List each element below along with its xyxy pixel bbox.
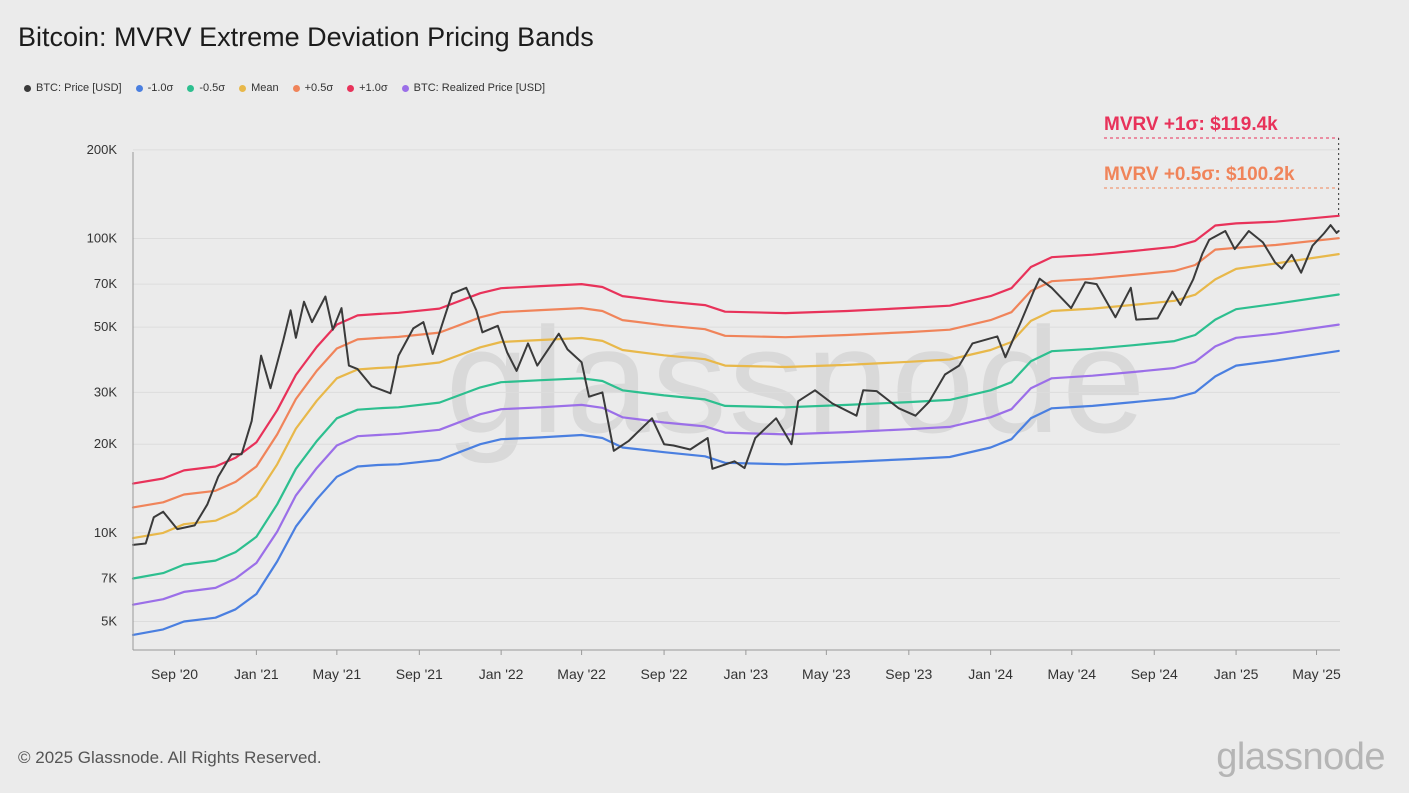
footer-copyright: © 2025 Glassnode. All Rights Reserved.: [18, 748, 322, 767]
x-tick-label: Sep '22: [641, 666, 688, 682]
series-line-5: [131, 214, 1340, 485]
legend-swatch: [292, 84, 300, 92]
x-tick-label: May '24: [1047, 666, 1096, 682]
series-line-4: [131, 237, 1340, 509]
x-tick-label: Jan '25: [1214, 666, 1259, 682]
x-tick-label: Sep '20: [151, 666, 198, 682]
legend-item[interactable]: +1.0σ: [347, 82, 388, 94]
x-tick-label: Jan '22: [479, 666, 524, 682]
legend-swatch: [135, 84, 143, 92]
x-tick-label: Jan '21: [234, 666, 279, 682]
series-line-3: [131, 253, 1340, 540]
x-tick-label: May '25: [1292, 666, 1341, 682]
y-tick-label: 7K: [101, 570, 117, 585]
legend-swatch: [347, 84, 355, 92]
legend-label: +0.5σ: [304, 82, 334, 94]
y-tick-label: 200K: [87, 142, 118, 157]
y-tick-label: 10K: [94, 525, 117, 540]
annotation-label: MVRV +1σ: $119.4k: [1104, 114, 1278, 135]
legend-label: Mean: [251, 82, 279, 94]
footer-logo: glassnode: [1216, 736, 1385, 778]
y-tick-label: 50K: [94, 319, 117, 334]
annotation-label: MVRV +0.5σ: $100.2k: [1104, 164, 1295, 185]
legend-item[interactable]: Mean: [239, 82, 279, 94]
chart-title: Bitcoin: MVRV Extreme Deviation Pricing …: [18, 22, 594, 52]
legend-label: +1.0σ: [359, 82, 388, 94]
series-line-2: [131, 293, 1340, 580]
legend-swatch: [401, 84, 409, 92]
legend-item[interactable]: -1.0σ: [135, 82, 174, 94]
legend-item[interactable]: -0.5σ: [187, 82, 225, 94]
legend-item[interactable]: +0.5σ: [292, 82, 334, 94]
legend-label: -1.0σ: [147, 82, 174, 94]
y-tick-label: 30K: [94, 384, 117, 399]
x-tick-label: May '21: [313, 666, 362, 682]
legend-label: -0.5σ: [199, 82, 226, 94]
legend-item[interactable]: BTC: Realized Price [USD]: [401, 82, 546, 94]
series-line-1: [131, 349, 1340, 636]
x-tick-label: Sep '21: [396, 666, 443, 682]
series-line-0: [132, 224, 1340, 546]
y-tick-label: 100K: [87, 230, 118, 245]
x-tick-label: Sep '23: [885, 666, 932, 682]
x-tick-label: Sep '24: [1131, 666, 1178, 682]
x-tick-label: May '23: [802, 666, 851, 682]
x-tick-label: Jan '23: [724, 666, 769, 682]
y-tick-label: 70K: [94, 276, 117, 291]
legend-swatch: [187, 84, 195, 92]
x-tick-label: Jan '24: [968, 666, 1013, 682]
y-tick-label: 5K: [101, 613, 117, 628]
legend-label: BTC: Price [USD]: [36, 82, 122, 94]
legend-item[interactable]: BTC: Price [USD]: [24, 82, 122, 94]
chart-legend: BTC: Price [USD] -1.0σ -0.5σ Mean +0.5σ +1.0σ…: [24, 82, 559, 94]
y-tick-label: 20K: [94, 436, 117, 451]
series-line-6: [131, 323, 1340, 606]
legend-label: BTC: Realized Price [USD]: [413, 82, 546, 94]
legend-swatch: [239, 84, 247, 92]
x-tick-label: May '22: [557, 666, 606, 682]
legend-swatch: [24, 84, 31, 92]
